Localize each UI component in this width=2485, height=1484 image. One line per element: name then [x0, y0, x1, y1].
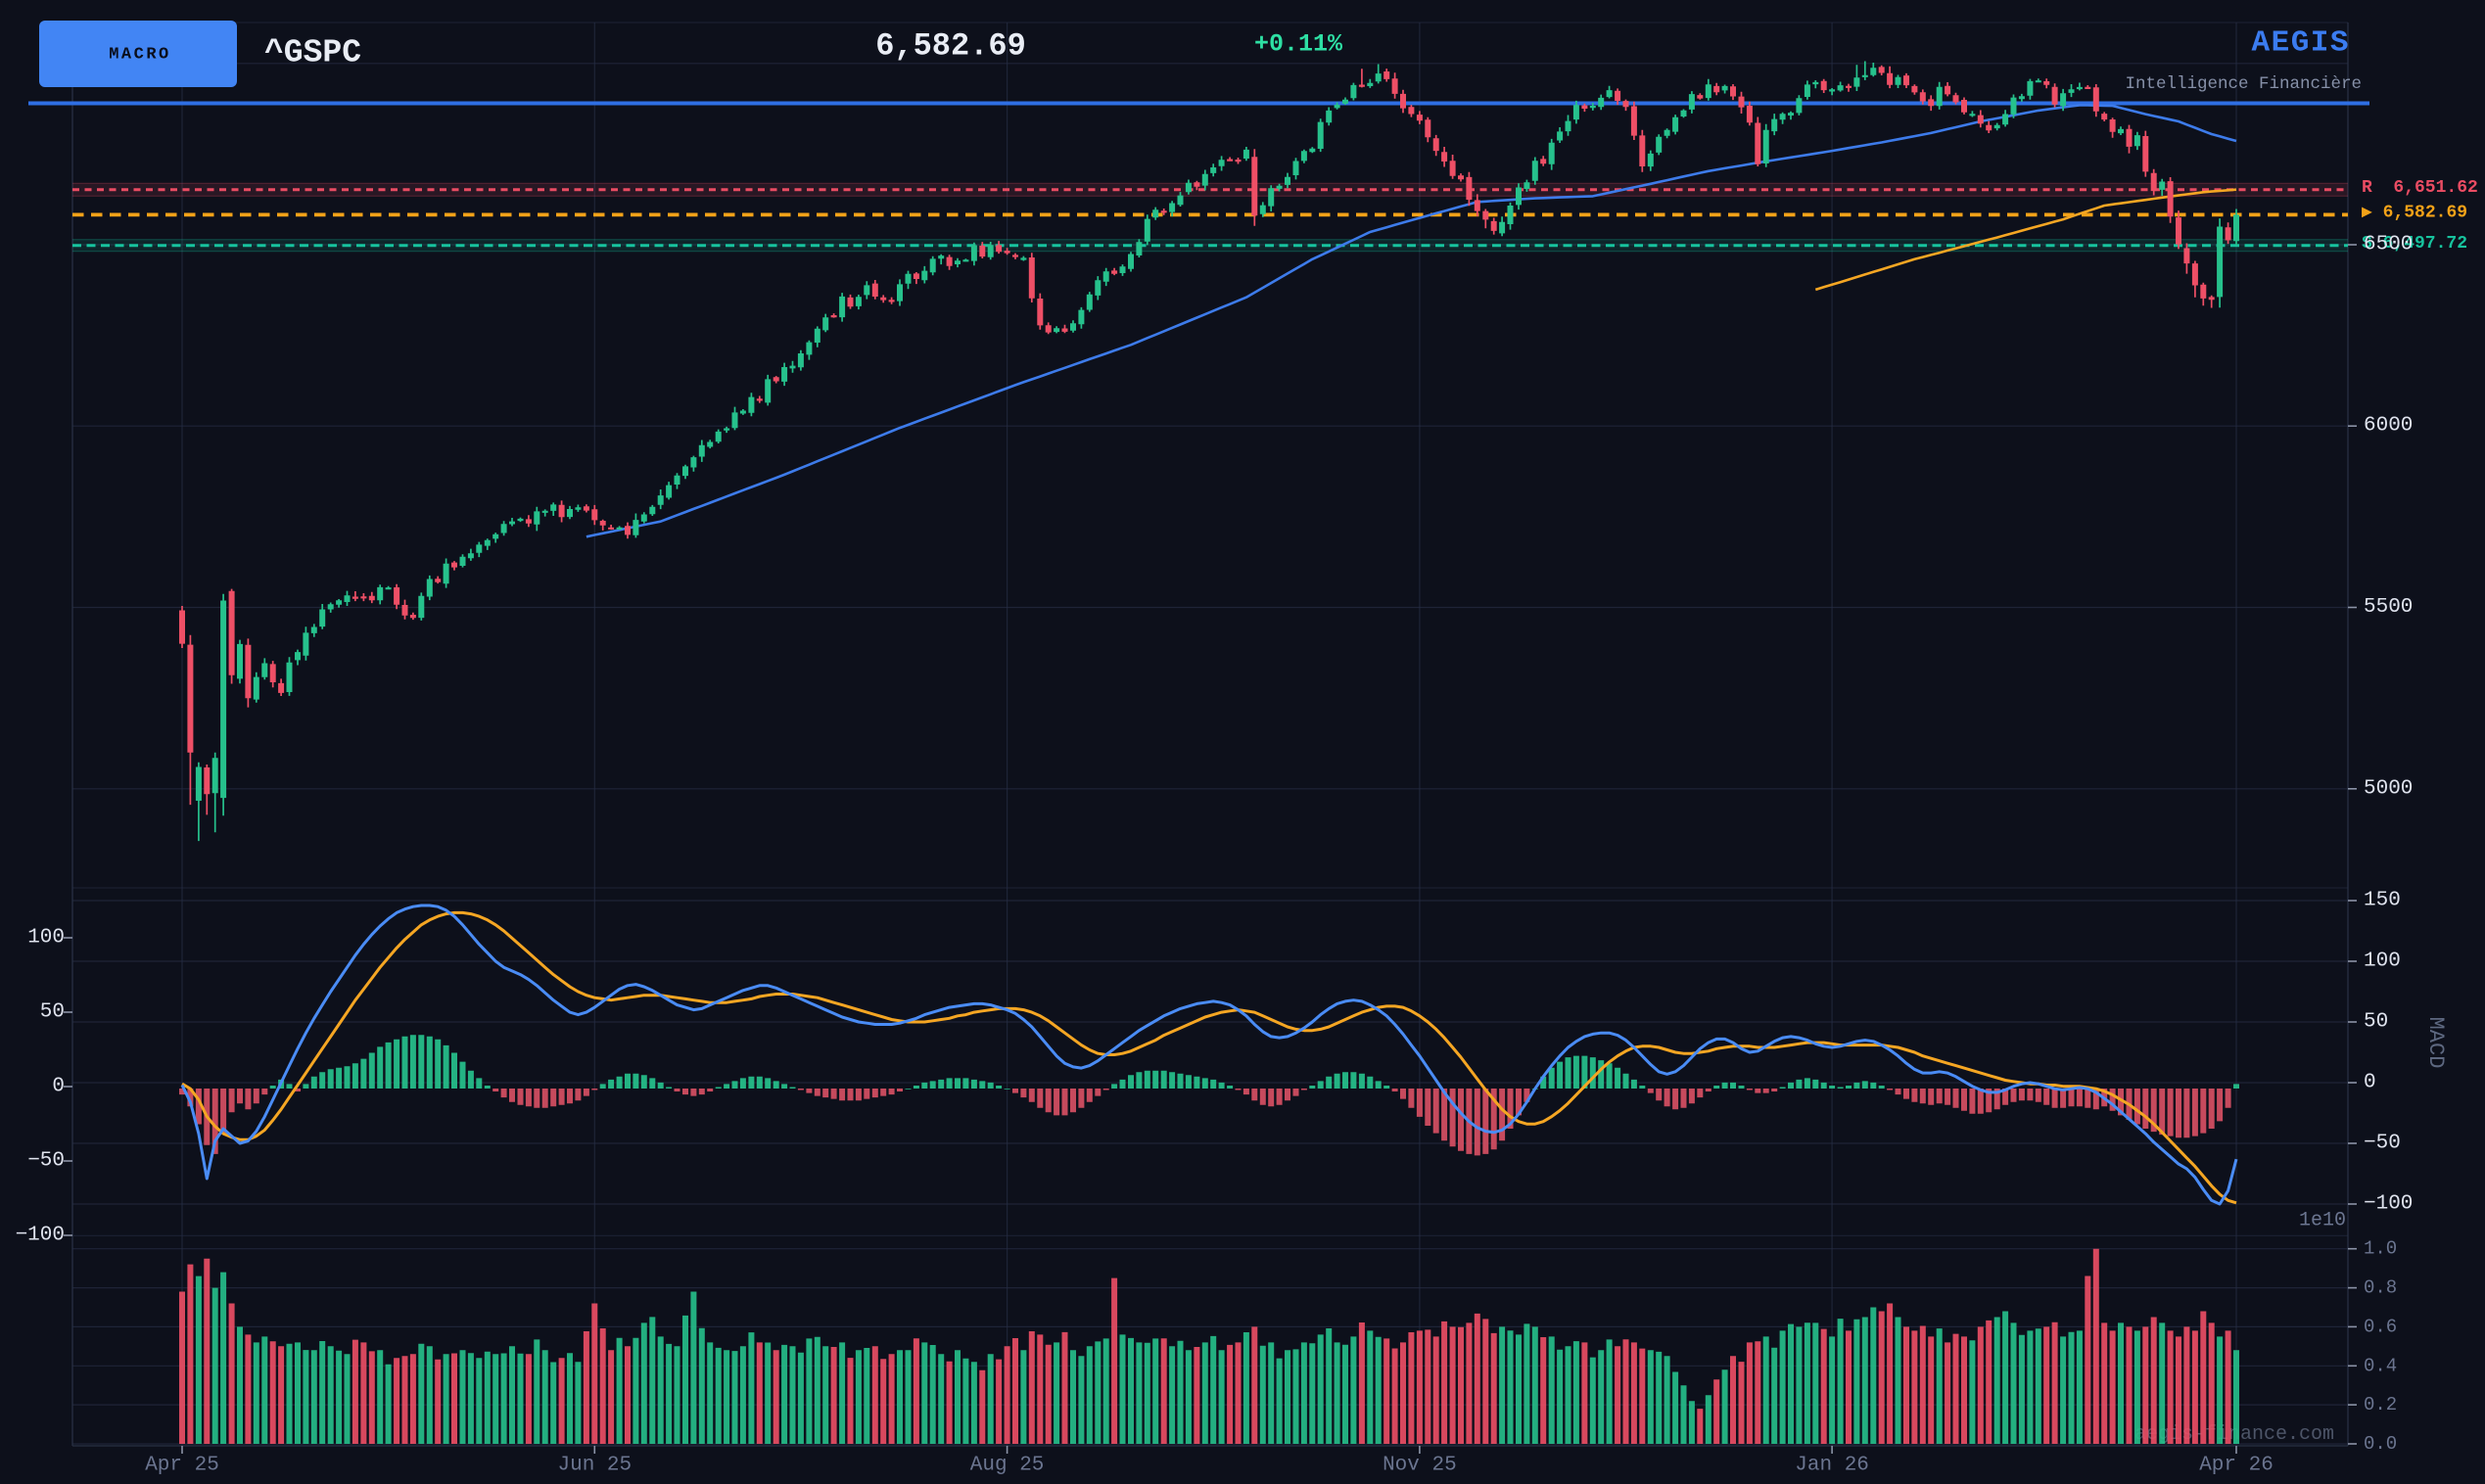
- svg-text:−100: −100: [2364, 1193, 2413, 1216]
- svg-text:−50: −50: [2364, 1133, 2401, 1155]
- svg-text:+0.11%: +0.11%: [1254, 30, 1343, 59]
- svg-text:Apr 25: Apr 25: [145, 1455, 219, 1477]
- svg-text:0.0: 0.0: [2364, 1433, 2397, 1455]
- svg-text:50: 50: [2364, 1011, 2388, 1034]
- svg-text:Aug 25: Aug 25: [970, 1455, 1045, 1477]
- svg-text:R 6,651.62: R 6,651.62: [2362, 178, 2478, 198]
- svg-text:0.2: 0.2: [2364, 1394, 2397, 1415]
- svg-text:S 6,497.72: S 6,497.72: [2362, 234, 2467, 254]
- svg-text:100: 100: [27, 927, 65, 950]
- svg-text:5000: 5000: [2364, 777, 2413, 800]
- svg-text:Intelligence Financière: Intelligence Financière: [2125, 74, 2362, 94]
- svg-text:0.4: 0.4: [2364, 1355, 2397, 1376]
- svg-text:6,582.69: 6,582.69: [875, 28, 1026, 65]
- svg-text:1e10: 1e10: [2299, 1210, 2346, 1232]
- svg-text:▶ 6,582.69: ▶ 6,582.69: [2362, 203, 2467, 222]
- svg-text:Nov 25: Nov 25: [1383, 1455, 1457, 1477]
- svg-text:0.8: 0.8: [2364, 1277, 2397, 1299]
- svg-text:Jan 26: Jan 26: [1795, 1455, 1869, 1477]
- svg-text:Jun 25: Jun 25: [557, 1455, 632, 1477]
- svg-text:5500: 5500: [2364, 596, 2413, 619]
- svg-text:AEGIS: AEGIS: [2251, 26, 2350, 61]
- svg-text:−100: −100: [16, 1225, 65, 1247]
- svg-text:1.0: 1.0: [2364, 1238, 2397, 1260]
- svg-text:0.6: 0.6: [2364, 1316, 2397, 1337]
- svg-text:0: 0: [52, 1076, 65, 1098]
- svg-text:150: 150: [2364, 890, 2401, 912]
- svg-text:50: 50: [40, 1001, 65, 1024]
- svg-text:MACD: MACD: [2423, 1017, 2448, 1069]
- svg-text:100: 100: [2364, 951, 2401, 973]
- svg-text:0: 0: [2364, 1072, 2376, 1094]
- svg-text:Apr 26: Apr 26: [2199, 1455, 2274, 1477]
- svg-text:MACRO: MACRO: [109, 46, 171, 65]
- svg-text:^GSPC: ^GSPC: [264, 35, 361, 71]
- svg-text:−50: −50: [27, 1150, 65, 1173]
- svg-text:6000: 6000: [2364, 415, 2413, 438]
- svg-text:6500: 6500: [2364, 234, 2413, 256]
